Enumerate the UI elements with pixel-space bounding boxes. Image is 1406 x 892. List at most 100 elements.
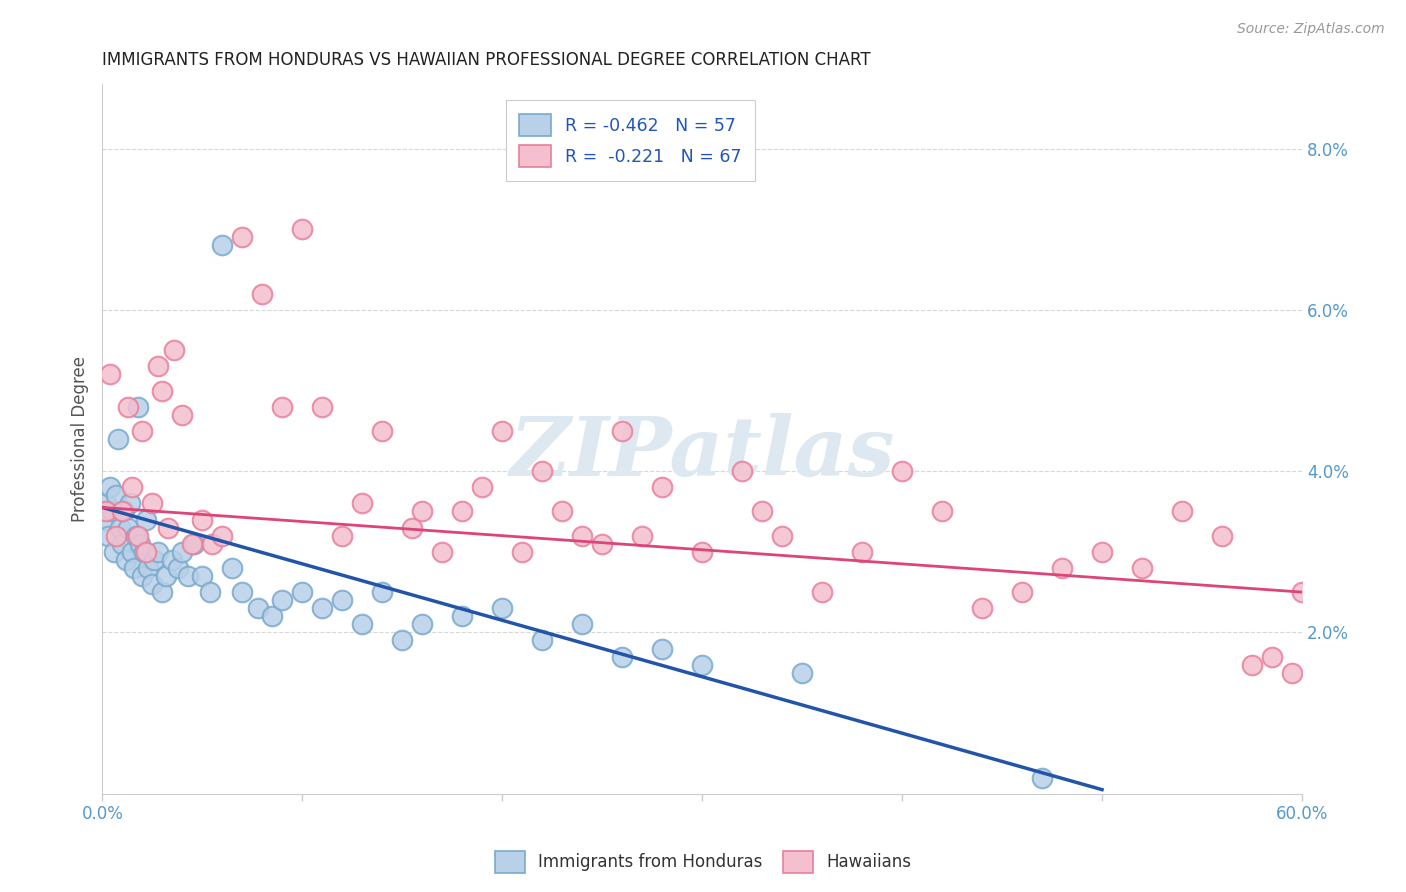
Point: [391, 633, 413, 648]
Point: [97, 529, 120, 543]
Point: [271, 400, 294, 414]
Point: [131, 424, 153, 438]
Point: [183, 537, 205, 551]
Point: [330, 593, 353, 607]
Point: [105, 529, 128, 543]
Point: [143, 553, 166, 567]
Point: [96, 504, 118, 518]
Point: [129, 537, 152, 551]
Point: [141, 577, 163, 591]
Point: [127, 529, 149, 543]
Point: [851, 545, 873, 559]
Point: [117, 520, 139, 534]
Point: [1050, 561, 1073, 575]
Point: [135, 512, 157, 526]
Point: [1291, 585, 1313, 599]
Legend: Immigrants from Honduras, Hawaiians: Immigrants from Honduras, Hawaiians: [488, 845, 918, 880]
Point: [1361, 641, 1384, 656]
Point: [551, 504, 574, 518]
Point: [451, 504, 474, 518]
Point: [172, 545, 194, 559]
Point: [152, 384, 174, 398]
Point: [110, 520, 132, 534]
Point: [471, 480, 494, 494]
Point: [127, 400, 149, 414]
Point: [352, 496, 374, 510]
Point: [311, 601, 333, 615]
Point: [100, 368, 122, 382]
Point: [371, 424, 394, 438]
Point: [111, 537, 134, 551]
Point: [247, 601, 270, 615]
Point: [1371, 665, 1393, 680]
Point: [148, 545, 170, 559]
Point: [1261, 649, 1284, 664]
Point: [1171, 504, 1194, 518]
Point: [531, 464, 554, 478]
Point: [221, 561, 243, 575]
Point: [931, 504, 953, 518]
Point: [138, 561, 160, 575]
Point: [970, 601, 993, 615]
Point: [291, 222, 314, 236]
Point: [100, 480, 122, 494]
Point: [690, 657, 713, 672]
Point: [111, 504, 134, 518]
Point: [262, 609, 284, 624]
Point: [115, 553, 138, 567]
Point: [1391, 585, 1406, 599]
Point: [651, 641, 673, 656]
Point: [371, 585, 394, 599]
Point: [612, 649, 634, 664]
Point: [612, 424, 634, 438]
Point: [770, 529, 793, 543]
Point: [271, 593, 294, 607]
Point: [311, 400, 333, 414]
Point: [201, 537, 224, 551]
Point: [155, 569, 177, 583]
Point: [510, 545, 533, 559]
Point: [591, 537, 613, 551]
Point: [134, 545, 156, 559]
Point: [162, 553, 184, 567]
Point: [491, 601, 513, 615]
Legend: R = -0.462   N = 57, R =  -0.221   N = 67: R = -0.462 N = 57, R = -0.221 N = 67: [506, 100, 755, 181]
Point: [105, 488, 128, 502]
Point: [631, 529, 654, 543]
Point: [792, 665, 814, 680]
Point: [411, 504, 433, 518]
Point: [690, 545, 713, 559]
Point: [1240, 657, 1263, 672]
Point: [141, 496, 163, 510]
Point: [1281, 665, 1303, 680]
Point: [1211, 529, 1233, 543]
Point: [531, 633, 554, 648]
Point: [135, 545, 157, 559]
Y-axis label: Professional Degree: Professional Degree: [72, 356, 89, 522]
Point: [101, 504, 124, 518]
Point: [181, 537, 204, 551]
Point: [571, 617, 593, 632]
Point: [131, 569, 153, 583]
Point: [191, 512, 214, 526]
Point: [651, 480, 673, 494]
Text: IMMIGRANTS FROM HONDURAS VS HAWAIIAN PROFESSIONAL DEGREE CORRELATION CHART: IMMIGRANTS FROM HONDURAS VS HAWAIIAN PRO…: [103, 51, 872, 69]
Point: [148, 359, 170, 374]
Point: [1031, 771, 1053, 785]
Point: [107, 432, 129, 446]
Point: [491, 424, 513, 438]
Point: [125, 529, 148, 543]
Point: [211, 529, 233, 543]
Point: [177, 569, 200, 583]
Point: [1091, 545, 1114, 559]
Point: [352, 617, 374, 632]
Point: [291, 585, 314, 599]
Point: [167, 561, 190, 575]
Point: [124, 561, 146, 575]
Point: [121, 545, 143, 559]
Point: [96, 496, 118, 510]
Point: [571, 529, 593, 543]
Point: [252, 286, 274, 301]
Point: [1011, 585, 1033, 599]
Point: [231, 230, 253, 244]
